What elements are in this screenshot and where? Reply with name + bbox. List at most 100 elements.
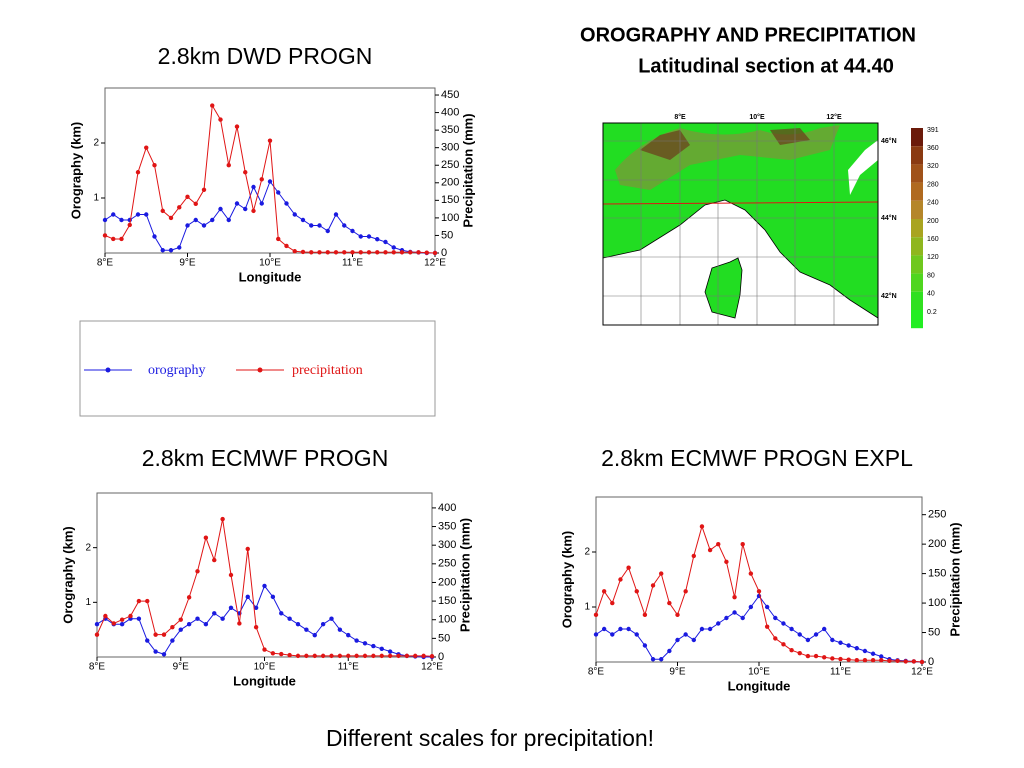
series-point <box>111 212 116 217</box>
series-point <box>675 612 680 618</box>
series-point <box>371 653 376 659</box>
colorbar-label: 200 <box>927 218 939 225</box>
series-point <box>773 615 778 621</box>
series-point <box>193 217 198 223</box>
series-point <box>94 622 100 627</box>
series-point <box>634 632 639 637</box>
series-point <box>675 637 680 643</box>
colorbar-label: 40 <box>927 291 935 298</box>
series-point <box>203 622 209 627</box>
series-point <box>862 648 868 654</box>
series-point <box>911 659 917 664</box>
series-point <box>228 605 234 610</box>
series-point <box>830 656 835 661</box>
x-tick-label: 12°E <box>421 662 443 673</box>
series-point <box>195 616 200 621</box>
legend-swatch <box>105 367 111 373</box>
y2-axis-label: Precipitation (mm) <box>460 113 475 227</box>
series-point <box>317 223 322 228</box>
series-point <box>424 250 429 255</box>
series-point <box>797 650 802 656</box>
colorbar-label: 280 <box>927 181 939 188</box>
y2-tick-label: 100 <box>928 597 946 609</box>
series-point <box>379 653 384 659</box>
y-tick-label: 2 <box>85 542 91 553</box>
series-point <box>383 239 388 245</box>
series-point <box>245 594 250 600</box>
series-point <box>267 138 273 143</box>
y-axis-label: Orography (km) <box>60 526 75 624</box>
series-point <box>813 632 819 637</box>
series-point <box>226 217 231 223</box>
series-point <box>642 643 648 648</box>
series-point <box>234 201 240 206</box>
series-point <box>683 589 688 594</box>
series-point <box>659 657 664 662</box>
series-point <box>111 621 116 626</box>
series-point <box>748 604 754 610</box>
series-point <box>292 212 297 217</box>
series-point <box>160 248 165 253</box>
x-tick-label: 11°E <box>830 667 851 678</box>
y2-tick-label: 50 <box>438 632 450 644</box>
series-point <box>287 616 292 621</box>
y2-tick-label: 200 <box>928 538 946 550</box>
x-tick-label: 10°E <box>748 667 770 678</box>
series-point <box>243 206 248 212</box>
series-point <box>329 616 334 621</box>
series-point <box>119 217 124 223</box>
series-point <box>879 654 884 659</box>
y2-tick-label: 300 <box>441 142 459 154</box>
colorbar-label: 80 <box>927 272 935 279</box>
x-tick-label: 10°E <box>254 662 276 673</box>
series-point <box>218 206 223 212</box>
series-point <box>903 659 908 664</box>
colorbar-swatch <box>911 291 923 310</box>
y2-tick-label: 250 <box>438 558 456 570</box>
x-tick-label: 9°E <box>669 667 686 678</box>
series-point <box>259 177 264 182</box>
series-point <box>358 250 363 255</box>
series-point <box>276 236 281 242</box>
y2-tick-label: 0 <box>438 651 444 663</box>
colorbar-label: 160 <box>927 236 939 243</box>
series-point <box>193 201 198 207</box>
series-point <box>895 658 900 664</box>
colorbar-label: 240 <box>927 200 939 207</box>
map-lon-label: 10°E <box>749 113 765 121</box>
series-point <box>919 659 925 665</box>
colorbar: 391 360 320 280 240 200 160 120 80 40 0.2 <box>911 127 939 329</box>
series-point <box>773 636 778 641</box>
x-tick-label: 11°E <box>342 258 363 269</box>
series-point <box>375 237 380 242</box>
series-point <box>813 653 819 659</box>
series-point <box>177 245 182 250</box>
series-point <box>312 653 317 659</box>
series-point <box>601 626 607 632</box>
colorbar-swatch <box>911 219 923 238</box>
y2-tick-label: 0 <box>441 247 447 259</box>
series-point <box>226 163 231 168</box>
series-point <box>284 201 289 206</box>
y2-tick-label: 350 <box>438 520 456 532</box>
series-point <box>375 250 380 255</box>
series-line <box>104 103 436 254</box>
x-tick-label: 8°E <box>588 667 605 678</box>
series-point <box>186 595 192 600</box>
series-point <box>253 624 259 630</box>
series-point <box>170 624 175 630</box>
series-point <box>618 577 623 582</box>
series-point <box>716 541 721 547</box>
legend-label: orography <box>148 363 206 378</box>
map: 8°E 10°E 12°E 46°N 44°N 42°N <box>602 113 897 326</box>
y2-tick-label: 200 <box>438 576 456 588</box>
series-point <box>152 234 157 239</box>
colorbar-swatch <box>911 310 923 329</box>
series-point <box>346 632 351 638</box>
series-point <box>136 616 142 621</box>
series-point <box>601 589 607 594</box>
y2-tick-label: 150 <box>928 568 946 580</box>
series-point <box>659 571 664 576</box>
map-lon-label: 12°E <box>826 113 842 121</box>
